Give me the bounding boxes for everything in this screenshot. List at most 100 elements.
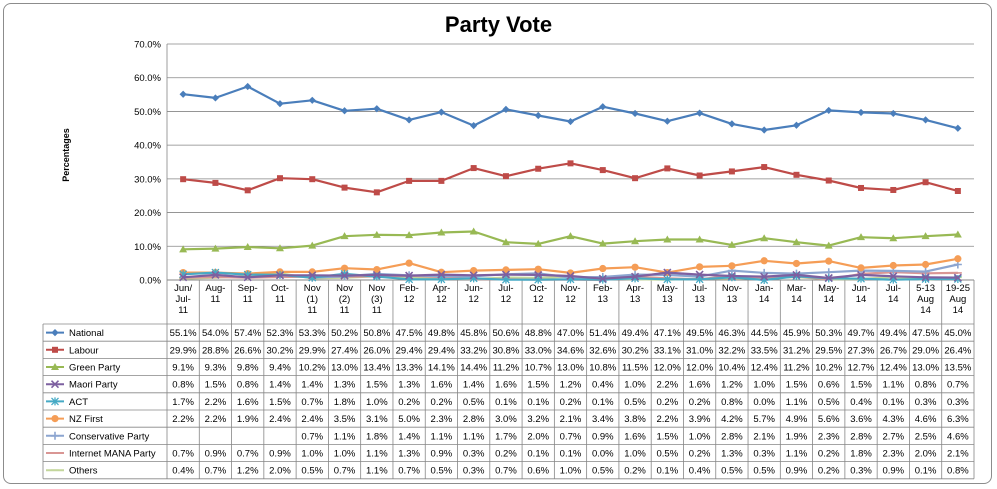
- table-value: 2.0%: [915, 449, 937, 460]
- legend-series-name: ACT: [69, 397, 88, 408]
- table-value: 9.8%: [237, 363, 259, 374]
- legend-series-name: National: [69, 328, 104, 339]
- table-value: 1.1%: [366, 466, 388, 477]
- data-point: [792, 259, 801, 268]
- table-value: 0.1%: [527, 397, 549, 408]
- table-value: 0.5%: [657, 449, 679, 460]
- data-point: [437, 270, 446, 279]
- data-point: [341, 184, 348, 191]
- data-point: [179, 90, 187, 98]
- data-point: [406, 177, 413, 184]
- data-point: [663, 235, 672, 243]
- data-point: [502, 105, 510, 114]
- table-value: 9.3%: [205, 363, 227, 374]
- data-point: [211, 244, 220, 252]
- table-value: 33.5%: [751, 345, 778, 356]
- table-value: 2.1%: [560, 414, 582, 425]
- data-point: [51, 363, 59, 370]
- y-tick-label: 60.0%: [134, 73, 161, 84]
- table-value: 50.6%: [492, 328, 519, 339]
- table-value: 50.8%: [363, 328, 390, 339]
- table-value: 29.9%: [299, 345, 326, 356]
- x-category-label: Oct-12: [529, 283, 547, 305]
- table-value: 47.1%: [654, 328, 681, 339]
- table-value: 1.3%: [334, 380, 356, 391]
- table-value: 0.4%: [172, 466, 194, 477]
- table-value: 45.8%: [460, 328, 487, 339]
- data-point: [598, 239, 607, 247]
- table-value: 4.6%: [915, 414, 937, 425]
- x-category-label: Jul-13: [692, 283, 707, 305]
- x-category-label: May-13: [657, 283, 678, 305]
- table-value: 5.6%: [818, 414, 840, 425]
- table-value: 0.2%: [818, 466, 840, 477]
- table-value: 12.4%: [880, 363, 907, 374]
- table-value: 2.2%: [657, 380, 679, 391]
- table-value: 48.8%: [525, 328, 552, 339]
- data-point: [696, 172, 703, 179]
- table-value: 1.9%: [237, 414, 259, 425]
- data-point: [438, 177, 445, 184]
- table-value: 1.4%: [269, 380, 291, 391]
- table-value: 49.5%: [686, 328, 713, 339]
- data-point: [727, 271, 736, 281]
- data-point: [921, 273, 930, 282]
- table-value: 0.7%: [205, 466, 227, 477]
- table-value: 50.2%: [331, 328, 358, 339]
- table-value: 0.5%: [431, 466, 453, 477]
- table-value: 0.5%: [592, 466, 614, 477]
- x-category-label: Nov (2) 11: [336, 283, 353, 316]
- data-point: [889, 109, 897, 118]
- table-value: 4.6%: [947, 431, 969, 442]
- table-value: 1.0%: [624, 380, 646, 391]
- data-point: [340, 232, 349, 240]
- data-point: [534, 239, 543, 247]
- table-value: 11.2%: [783, 363, 810, 374]
- table-value: 1.8%: [850, 449, 872, 460]
- data-point: [631, 263, 639, 271]
- data-point: [793, 171, 800, 178]
- table-value: 1.4%: [301, 380, 323, 391]
- legend-series-name: NZ First: [69, 414, 103, 425]
- table-value: 1.9%: [786, 431, 808, 442]
- table-value: 9.4%: [269, 363, 291, 374]
- table-value: 4.3%: [882, 414, 904, 425]
- data-point: [599, 103, 607, 111]
- table-value: 1.7%: [495, 431, 517, 442]
- table-value: 27.3%: [848, 345, 875, 356]
- table-value: 0.7%: [947, 380, 969, 391]
- table-value: 0.1%: [560, 449, 582, 460]
- x-category-label: Jul-14: [886, 283, 901, 305]
- legend-series-name: Maori Party: [69, 380, 118, 391]
- data-point: [953, 230, 962, 238]
- data-point: [276, 175, 283, 182]
- table-value: 1.2%: [560, 380, 582, 391]
- table-value: 29.0%: [912, 345, 939, 356]
- table-value: 0.7%: [237, 449, 259, 460]
- x-category-label: Nov-12: [560, 283, 580, 305]
- table-value: 0.3%: [915, 397, 937, 408]
- table-value: 1.4%: [398, 431, 420, 442]
- data-point: [858, 184, 865, 191]
- data-point: [405, 259, 413, 267]
- table-value: 1.0%: [301, 449, 323, 460]
- table-value: 13.3%: [396, 363, 423, 374]
- data-point: [372, 230, 381, 238]
- table-value: 2.2%: [657, 414, 679, 425]
- data-point: [535, 165, 542, 172]
- table-value: 0.4%: [850, 397, 872, 408]
- y-tick-label: 70.0%: [134, 40, 161, 51]
- legend-series-name: Others: [69, 466, 98, 477]
- table-value: 0.3%: [463, 466, 485, 477]
- chart-frame: [3, 3, 992, 484]
- data-point: [340, 107, 349, 115]
- table-value: 30.8%: [492, 345, 519, 356]
- table-value: 1.0%: [753, 380, 775, 391]
- data-point: [309, 176, 316, 183]
- data-point: [340, 264, 349, 272]
- y-tick-label: 50.0%: [134, 107, 161, 118]
- x-category-label: Jul-12: [498, 283, 513, 305]
- data-point: [954, 255, 962, 263]
- data-point: [663, 268, 672, 277]
- data-point: [275, 271, 285, 280]
